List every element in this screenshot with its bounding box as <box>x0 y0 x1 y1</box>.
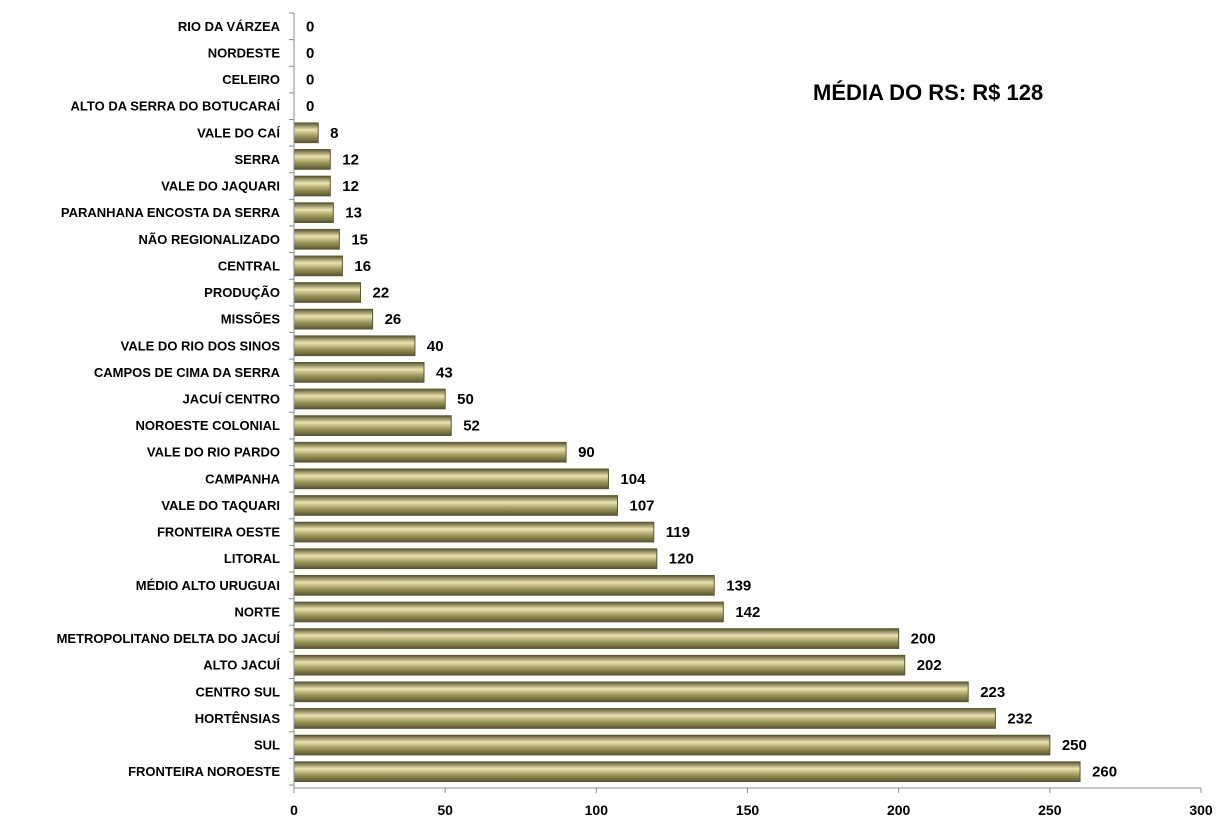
bar <box>293 228 340 250</box>
bar <box>293 122 319 144</box>
value-label: 43 <box>436 364 453 381</box>
value-label: 12 <box>342 151 359 168</box>
value-label: 40 <box>427 338 444 355</box>
bar <box>293 654 906 676</box>
x-tick-label: 0 <box>290 802 298 818</box>
bar <box>293 255 343 277</box>
x-tick-label: 100 <box>585 802 609 818</box>
x-tick-label: 150 <box>736 802 760 818</box>
value-label: 15 <box>351 231 368 248</box>
bar <box>293 548 658 570</box>
value-label: 200 <box>911 631 936 648</box>
category-label: CENTRO SUL <box>196 684 281 699</box>
value-label: 50 <box>457 391 474 408</box>
category-label: MISSÕES <box>221 312 281 327</box>
category-label: NORTE <box>235 604 281 619</box>
category-label: ALTO DA SERRA DO BOTUCARAÍ <box>71 99 281 114</box>
bar <box>293 761 1081 783</box>
x-tick-label: 300 <box>1189 802 1213 818</box>
bar <box>293 628 900 649</box>
category-label: PRODUÇÃO <box>204 285 280 300</box>
value-label: 260 <box>1092 764 1117 781</box>
value-label: 107 <box>629 497 654 514</box>
category-label: NORDESTE <box>208 45 281 60</box>
category-label: ALTO JACUÍ <box>203 658 280 673</box>
category-label: HORTÊNSIAS <box>195 711 281 726</box>
category-label: VALE DO CAÍ <box>197 125 280 140</box>
category-label: SUL <box>254 738 280 753</box>
bar <box>293 734 1051 756</box>
category-label: CAMPOS DE CIMA DA SERRA <box>94 365 281 380</box>
value-label: 0 <box>306 45 314 62</box>
bar <box>293 521 655 543</box>
value-label: 104 <box>620 471 646 488</box>
value-label: 119 <box>666 524 690 541</box>
value-label: 22 <box>373 285 390 302</box>
value-label: 142 <box>735 604 760 621</box>
category-label: JACUÍ CENTRO <box>182 392 280 407</box>
axis-layer: 0 50 100 150 200 250 300 <box>289 12 1213 818</box>
category-label: CENTRAL <box>218 258 280 273</box>
category-label: MÉDIO ALTO URUGUAI <box>136 578 280 593</box>
x-tick-label: 250 <box>1038 802 1062 818</box>
x-tick-label: 200 <box>887 802 911 818</box>
value-label: 0 <box>306 18 314 35</box>
bar <box>293 202 334 224</box>
category-label: NÃO REGIONALIZADO <box>138 232 280 247</box>
category-label: VALE DO RIO PARDO <box>147 445 280 460</box>
category-label: VALE DO JAQUARI <box>161 179 280 194</box>
x-tick-label: 50 <box>437 802 453 818</box>
bars-layer: RIO DA VÁRZEA 0 NORDESTE 0 CELEIRO 0 ALTO DA S… <box>57 18 1117 783</box>
value-label: 250 <box>1062 737 1087 754</box>
value-label: 202 <box>917 657 942 674</box>
category-label: FRONTEIRA OESTE <box>157 525 280 540</box>
bar <box>293 441 567 463</box>
value-label: 16 <box>354 258 371 275</box>
bar <box>293 175 331 197</box>
category-label: SERRA <box>234 152 280 167</box>
bar <box>293 495 618 516</box>
category-label: RIO DA VÁRZEA <box>178 19 281 34</box>
bar <box>293 415 452 436</box>
value-label: 223 <box>980 684 1005 701</box>
bar <box>293 308 374 330</box>
category-label: METROPOLITANO DELTA DO JACUÍ <box>57 631 281 646</box>
bar <box>293 681 969 703</box>
value-label: 90 <box>578 444 595 461</box>
value-label: 26 <box>385 311 402 328</box>
value-label: 0 <box>306 72 314 89</box>
value-label: 52 <box>463 418 480 435</box>
bar <box>293 282 362 303</box>
average-annotation: MÉDIA DO RS: R$ 128 <box>813 80 1043 105</box>
value-label: 139 <box>726 577 751 594</box>
category-label: FRONTEIRA NOROESTE <box>128 764 280 779</box>
category-label: PARANHANA ENCOSTA DA SERRA <box>61 205 281 220</box>
bar <box>293 601 724 623</box>
category-label: CAMPANHA <box>205 471 280 486</box>
value-label: 120 <box>669 551 694 568</box>
category-label: VALE DO TAQUARI <box>161 498 280 513</box>
value-label: 232 <box>1007 710 1032 727</box>
bar <box>293 388 446 410</box>
bar <box>293 149 331 170</box>
bar <box>293 468 609 490</box>
category-label: NOROESTE COLONIAL <box>136 418 281 433</box>
category-label: VALE DO RIO DOS SINOS <box>121 338 281 353</box>
bar <box>293 708 996 729</box>
bar <box>293 574 715 596</box>
bar <box>293 362 425 383</box>
category-label: LITORAL <box>224 551 280 566</box>
category-label: CELEIRO <box>222 72 280 87</box>
value-label: 12 <box>342 178 359 195</box>
value-label: 8 <box>330 125 338 142</box>
value-label: 13 <box>345 205 362 222</box>
value-label: 0 <box>306 98 314 115</box>
bar <box>293 335 416 357</box>
